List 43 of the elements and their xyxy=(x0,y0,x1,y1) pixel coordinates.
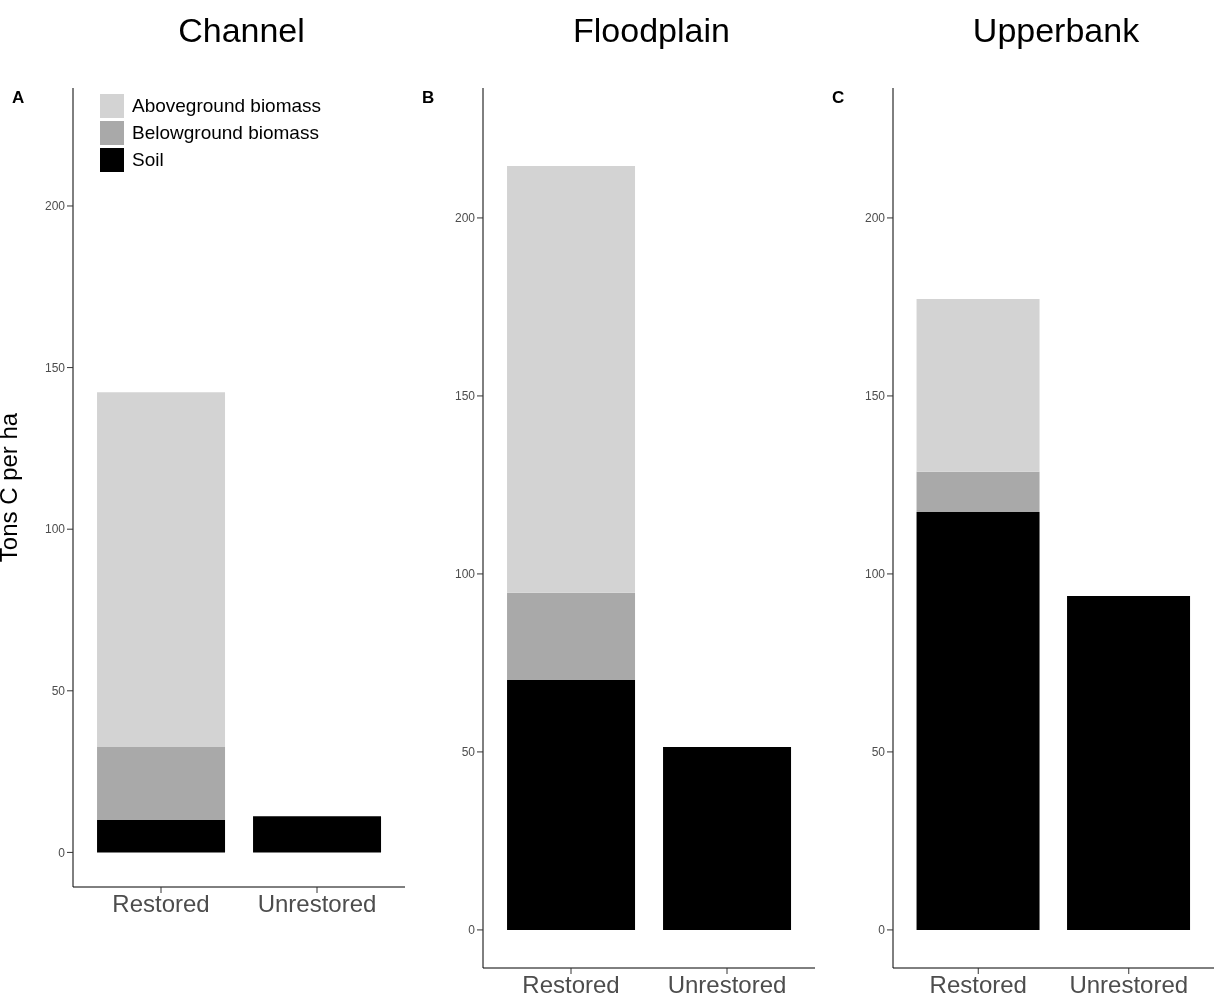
x-tick-label: Restored xyxy=(112,890,210,918)
y-tick-label: 50 xyxy=(51,684,66,699)
x-tick-label: Restored xyxy=(929,971,1027,999)
chart-title: Floodplain xyxy=(572,9,731,51)
bar xyxy=(97,747,226,821)
y-tick-label: 0 xyxy=(58,845,66,860)
text: B xyxy=(422,88,435,108)
legend-label: Aboveground biomass xyxy=(132,94,322,117)
y-tick-label: 200 xyxy=(44,199,66,214)
chart-title: Channel xyxy=(177,9,306,51)
y-tick-label: 150 xyxy=(454,389,476,404)
y-tick-label: 100 xyxy=(454,567,476,582)
legend-label: Soil xyxy=(132,148,164,171)
y-tick-label: 0 xyxy=(878,923,886,938)
bar xyxy=(916,511,1040,930)
bar xyxy=(97,392,226,748)
y-tick-label: 200 xyxy=(864,211,886,226)
x-tick-label: Restored xyxy=(522,971,620,999)
bar xyxy=(916,299,1040,472)
bar xyxy=(663,746,792,930)
x-tick-label: Unrestored xyxy=(667,971,787,999)
bar xyxy=(253,816,382,853)
y-tick-label: 50 xyxy=(871,745,886,760)
bar xyxy=(1067,595,1191,930)
bar xyxy=(507,680,636,930)
bar xyxy=(916,471,1040,512)
y-tick-label: 100 xyxy=(864,567,886,582)
legend-label: Belowground biomass xyxy=(132,121,319,144)
y-tick-label: 150 xyxy=(44,360,66,375)
y-tick-label: 200 xyxy=(454,211,476,226)
bar xyxy=(507,165,636,593)
x-tick-label: Unrestored xyxy=(257,890,377,918)
y-axis-title: Tons C per ha xyxy=(0,412,22,563)
y-tick-label: 100 xyxy=(44,522,66,537)
x-tick-label: Unrestored xyxy=(1069,971,1189,999)
y-tick-label: 0 xyxy=(468,923,476,938)
y-tick-label: 50 xyxy=(461,745,476,760)
text: A xyxy=(12,88,25,108)
bar xyxy=(97,820,226,853)
bar xyxy=(507,592,636,681)
chart-title: Upperbank xyxy=(971,9,1141,51)
y-tick-label: 150 xyxy=(864,389,886,404)
text: C xyxy=(832,88,845,108)
